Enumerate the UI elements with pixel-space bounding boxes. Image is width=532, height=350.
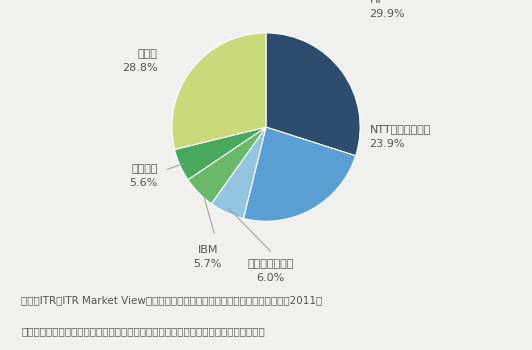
Text: 野村総合研究所
6.0%: 野村総合研究所 6.0%: [247, 259, 294, 283]
Text: NTTソフトウェア
23.9%: NTTソフトウェア 23.9%: [370, 125, 431, 148]
Wedge shape: [266, 33, 360, 156]
Text: ＊出荷金額はベンダー出荷のライセンス売上げのみを対象とし、３月期ベースで換算。: ＊出荷金額はベンダー出荷のライセンス売上げのみを対象とし、３月期ベースで換算。: [21, 326, 265, 336]
Wedge shape: [244, 127, 356, 221]
Text: IBM
5.7%: IBM 5.7%: [194, 245, 222, 269]
Wedge shape: [211, 127, 266, 218]
Wedge shape: [172, 33, 266, 149]
Text: オラクル
5.6%: オラクル 5.6%: [129, 164, 158, 188]
Text: 出典：ITR「ITR Market View：アイデンティティ＆セキュリティ・ログ管理市场2011」: 出典：ITR「ITR Market View：アイデンティティ＆セキュリティ・ロ…: [21, 295, 322, 305]
Text: HP
29.9%: HP 29.9%: [370, 0, 405, 19]
Text: その他
28.8%: その他 28.8%: [122, 49, 158, 73]
Wedge shape: [188, 127, 266, 204]
Wedge shape: [174, 127, 266, 180]
